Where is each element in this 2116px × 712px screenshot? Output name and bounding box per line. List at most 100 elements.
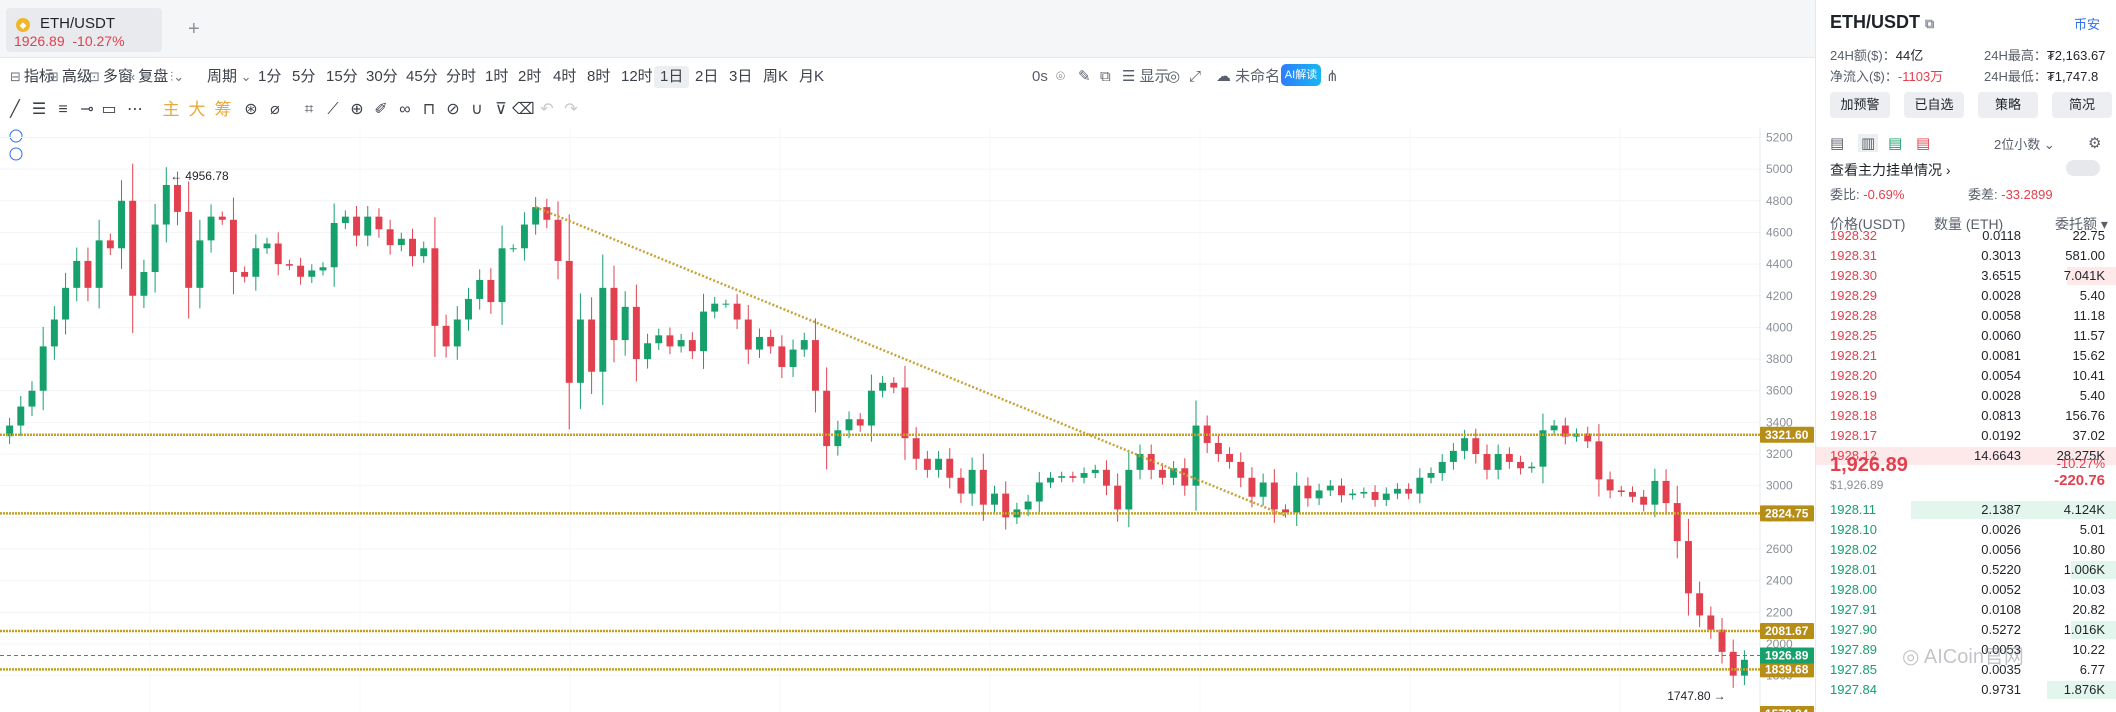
settings-icon[interactable]: ⚙: [2088, 135, 2102, 152]
multi-window-button[interactable]: ⊡ 多窗: [89, 68, 133, 85]
more-tools-icon[interactable]: ⋯: [127, 101, 143, 118]
main-orders-link[interactable]: 查看主力挂单情况 ›: [1830, 162, 1951, 178]
interval-8[interactable]: 4时: [553, 68, 577, 85]
link-icon[interactable]: ∞: [399, 101, 411, 118]
chart-canvas[interactable]: 5200 5000 4800 4600 4400 4200 4000 3800 3600 3400…: [0, 128, 1815, 712]
hide-icon[interactable]: ⊘: [446, 101, 460, 118]
parallel-lines-icon[interactable]: ≡: [58, 101, 68, 118]
interval-1[interactable]: 5分: [292, 68, 316, 85]
pen-icon[interactable]: ✎: [1078, 68, 1091, 85]
ask-total: 5.40: [2079, 288, 2105, 303]
period-dropdown[interactable]: 周期 ⌄: [207, 68, 252, 85]
bid-row[interactable]: 1928.02 0.0056 10.80: [1816, 540, 2116, 560]
lock-icon[interactable]: ⊓: [422, 101, 436, 118]
symbol-tab[interactable]: ◆ ETH/USDT 1926.89 -10.27%: [6, 8, 162, 52]
interval-3[interactable]: 30分: [366, 68, 398, 85]
chip-button[interactable]: 筹: [214, 100, 232, 119]
book-mode-bids-icon[interactable]: ▤: [1888, 135, 1903, 152]
interval-12[interactable]: 2日: [695, 68, 719, 85]
book-mode-both-icon[interactable]: ▤: [1830, 135, 1845, 152]
col-qty-header: 数量 (ETH): [1934, 216, 2004, 232]
interval-2[interactable]: 15分: [326, 68, 358, 85]
ask-row[interactable]: 1928.25 0.0060 11.57: [1816, 326, 2116, 346]
bid-row[interactable]: 1927.84 0.9731 1.876K: [1816, 680, 2116, 700]
share-icon[interactable]: ⋔: [1326, 68, 1339, 85]
bid-row[interactable]: 1927.85 0.0035 6.77: [1816, 660, 2116, 680]
interval-4[interactable]: 45分: [406, 68, 438, 85]
interval-11[interactable]: 1日: [654, 66, 690, 88]
interval-5[interactable]: 分时: [446, 68, 477, 85]
ask-row[interactable]: 1928.21 0.0081 15.62: [1816, 346, 2116, 366]
magnet-icon[interactable]: ⊛: [244, 101, 258, 118]
interval-9[interactable]: 8时: [587, 68, 611, 85]
interval-14[interactable]: 周K: [763, 68, 789, 85]
line-tool-icon[interactable]: ╱: [10, 101, 20, 118]
ask-row[interactable]: 1928.19 0.0028 5.40: [1816, 386, 2116, 406]
decimals-dropdown[interactable]: 2位小数 ⌄: [1994, 137, 2055, 152]
interval-0[interactable]: 1分: [258, 68, 282, 85]
candle-body: [599, 287, 607, 372]
ruler-icon[interactable]: ⟋: [327, 101, 339, 118]
bid-row[interactable]: 1928.01 0.5220 1.006K: [1816, 560, 2116, 580]
bid-row[interactable]: 1927.89 0.0053 10.22: [1816, 640, 2116, 660]
copy-symbol-icon[interactable]: ⧉: [1925, 16, 1935, 31]
ai-interpret-button[interactable]: AI解读: [1281, 64, 1321, 86]
ask-row[interactable]: 1928.30 3.6515 7.041K: [1816, 266, 2116, 286]
advanced-button[interactable]: ⊞ 高级: [48, 68, 92, 85]
bid-row[interactable]: 1928.00 0.0052 10.03: [1816, 580, 2116, 600]
ask-row[interactable]: 1928.12 14.6643 28.275K: [1816, 446, 2116, 466]
ask-row[interactable]: 1928.28 0.0058 11.18: [1816, 306, 2116, 326]
target-icon[interactable]: ◎: [1167, 68, 1181, 85]
interval-13[interactable]: 3日: [729, 68, 753, 85]
brush-icon[interactable]: ✐: [374, 101, 388, 118]
book-mode-asks-icon[interactable]: ▤: [1916, 135, 1931, 152]
kline-chart[interactable]: 5200 5000 4800 4600 4400 4200 4000 3800 3600 3400…: [0, 128, 1815, 712]
ask-row[interactable]: 1928.29 0.0028 5.40: [1816, 286, 2116, 306]
bid-row[interactable]: 1927.90 0.5272 1.016K: [1816, 620, 2116, 640]
zoom-icon[interactable]: ⊕: [350, 101, 364, 118]
ask-row[interactable]: 1928.17 0.0192 37.02: [1816, 426, 2116, 446]
fullscreen-icon[interactable]: ⤢: [1189, 68, 1202, 85]
interval-15[interactable]: 月K: [799, 68, 825, 85]
watchlist-button[interactable]: 已自选: [1904, 92, 1964, 118]
undo-icon[interactable]: ↶: [540, 101, 554, 118]
filter-icon[interactable]: ⊽: [495, 101, 507, 118]
main-orders-toggle[interactable]: [2066, 160, 2100, 176]
magnet-snap-icon[interactable]: ∪: [471, 101, 483, 118]
interval-10[interactable]: 12时: [621, 68, 653, 85]
ask-row[interactable]: 1928.20 0.0054 10.41: [1816, 366, 2116, 386]
rectangle-tool-icon[interactable]: ▭: [101, 101, 117, 118]
y-tick-label: 4000: [1766, 320, 1793, 334]
bid-row[interactable]: 1927.91 0.0108 20.82: [1816, 600, 2116, 620]
ask-row[interactable]: 1928.31 0.3013 581.00: [1816, 246, 2116, 266]
horizontal-lines-icon[interactable]: ☰: [31, 101, 47, 118]
crop-icon[interactable]: ⌗: [304, 101, 314, 118]
strategy-button[interactable]: 策略: [1978, 92, 2038, 118]
trash-icon[interactable]: ⌫: [512, 101, 535, 118]
display-button[interactable]: ☰ 显示: [1122, 68, 1170, 85]
indicator-button[interactable]: ⊟ 指标: [10, 68, 54, 85]
redo-icon[interactable]: ↷: [564, 101, 578, 118]
book-mode-split-icon[interactable]: ▥: [1858, 134, 1879, 152]
chart-type-button[interactable]: ⫶⌄: [170, 66, 187, 88]
ask-row[interactable]: 1928.18 0.0813 156.76: [1816, 406, 2116, 426]
replay-button[interactable]: «复盘: [128, 68, 169, 85]
ask-qty: 0.0028: [1981, 388, 2021, 403]
eraser-icon[interactable]: ⌀: [270, 101, 280, 118]
bid-row[interactable]: 1928.10 0.0026 5.01: [1816, 520, 2116, 540]
add-alert-button[interactable]: 加预警: [1830, 92, 1890, 118]
bid-row[interactable]: 1928.11 2.1387 4.124K: [1816, 500, 2116, 520]
big-order-button[interactable]: 大: [188, 100, 206, 119]
exchange-link[interactable]: 币安: [2073, 17, 2100, 32]
candle-body: [935, 458, 943, 470]
interval-7[interactable]: 2时: [518, 68, 542, 85]
ask-row[interactable]: 1928.32 0.0118 22.75: [1816, 226, 2116, 246]
segment-tool-icon[interactable]: ⊸: [80, 101, 94, 118]
copy-icon[interactable]: ⧉: [1100, 68, 1111, 85]
col-total-header[interactable]: 委托额 ▾: [2055, 216, 2108, 232]
add-tab-button[interactable]: +: [188, 18, 200, 40]
interval-6[interactable]: 1时: [485, 68, 509, 85]
camera-icon[interactable]: ⌾: [1056, 68, 1066, 85]
main-force-button[interactable]: 主: [162, 100, 180, 119]
overview-button[interactable]: 简况: [2052, 92, 2112, 118]
